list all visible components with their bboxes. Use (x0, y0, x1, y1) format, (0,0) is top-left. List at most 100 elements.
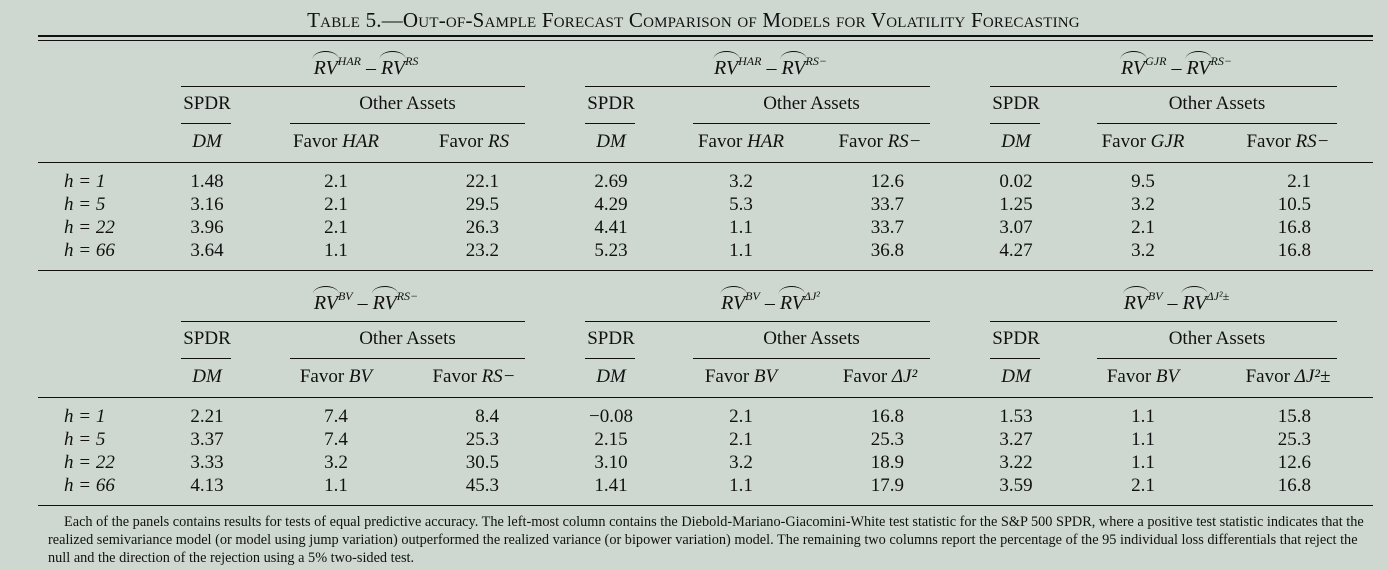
favor-b-model: RS− (887, 131, 922, 152)
favor-a-model: HAR (747, 131, 785, 152)
spdr-header: SPDR (992, 328, 1040, 349)
spdr-header: SPDR (992, 93, 1040, 114)
favor-a-value: 2.1 (324, 171, 348, 192)
horizon-label: h = 5 (64, 194, 106, 215)
favor-b-value: 25.3 (1277, 429, 1311, 450)
table-title: Table 5.—Out-of-Sample Forecast Comparis… (0, 8, 1387, 33)
dm-value: 3.96 (190, 217, 224, 238)
spdr-header: SPDR (183, 328, 231, 349)
favor-a-value: 7.4 (324, 429, 348, 450)
dm-header: DM (1001, 131, 1031, 152)
favor-b-value: 25.3 (870, 429, 904, 450)
left-model-sup: HAR (337, 54, 361, 68)
left-model-sup: GJR (1145, 54, 1167, 68)
favor-b-model: RS− (481, 366, 516, 387)
favor-word: Favor (838, 131, 883, 152)
favor-a-value: 7.4 (324, 406, 348, 427)
comparison-underline (181, 86, 525, 87)
other-assets-underline (290, 123, 525, 124)
comparison-header: RVBV – RVΔJ² (720, 286, 820, 314)
spdr-underline (990, 358, 1040, 359)
favor-b-model: ΔJ² (891, 366, 918, 387)
favor-b-model: RS− (1295, 131, 1330, 152)
dm-value: 4.29 (594, 194, 628, 215)
favor-b-header: Favor ΔJ²± (1246, 366, 1331, 388)
left-model: RV (1122, 286, 1149, 314)
dm-value: 1.25 (999, 194, 1033, 215)
favor-a-value: 3.2 (729, 171, 753, 192)
other-assets-underline (1097, 123, 1337, 124)
favor-b-value: 33.7 (870, 217, 904, 238)
right-model: RV (1185, 51, 1212, 79)
favor-a-value: 5.3 (729, 194, 753, 215)
favor-b-value: 36.8 (870, 240, 904, 261)
favor-b-value: 16.8 (1277, 240, 1311, 261)
favor-a-value: 9.5 (1131, 171, 1155, 192)
favor-b-value: 16.8 (1277, 475, 1311, 496)
other-assets-underline (1097, 358, 1337, 359)
favor-b-value: 18.9 (870, 452, 904, 473)
horizon-label: h = 5 (64, 429, 106, 450)
comparison-header: RVBV – RVΔJ²± (1122, 286, 1230, 314)
right-model: RV (1181, 286, 1208, 314)
favor-word: Favor (842, 366, 888, 387)
favor-b-value: 16.8 (1277, 217, 1311, 238)
favor-a-value: 1.1 (324, 240, 348, 261)
favor-a-model: BV (753, 366, 778, 387)
other-assets-header: Other Assets (1168, 93, 1266, 114)
favor-b-header: Favor RS− (838, 131, 921, 153)
dm-value: 4.27 (999, 240, 1033, 261)
favor-b-header: Favor ΔJ² (843, 366, 917, 388)
right-model-sup: ΔJ² (803, 289, 820, 303)
table-note: Each of the panels contains results for … (48, 514, 1364, 566)
spdr-underline (585, 358, 635, 359)
spdr-underline (990, 123, 1040, 124)
left-model: RV (1120, 51, 1147, 79)
favor-a-value: 1.1 (729, 475, 753, 496)
dm-value: 3.64 (190, 240, 224, 261)
favor-b-header: Favor RS− (432, 366, 515, 388)
right-model-sup: RS− (396, 289, 419, 303)
dm-value: −0.08 (589, 406, 633, 427)
dm-header: DM (192, 366, 222, 387)
spdr-header: SPDR (587, 328, 635, 349)
horizon-label: h = 22 (64, 217, 115, 238)
left-model-sup: BV (337, 289, 353, 303)
other-assets-header: Other Assets (359, 328, 456, 349)
favor-a-value: 3.2 (1131, 240, 1155, 261)
dm-value: 1.41 (594, 475, 628, 496)
dm-value: 4.41 (594, 217, 628, 238)
dm-value: 4.13 (190, 475, 224, 496)
favor-b-value: 25.3 (465, 429, 499, 450)
favor-b-value: 33.7 (870, 194, 904, 215)
favor-b-value: 26.3 (465, 217, 499, 238)
favor-b-value: 15.8 (1277, 406, 1311, 427)
dm-value: 3.27 (999, 429, 1033, 450)
favor-a-model: BV (1155, 366, 1180, 387)
horizon-label: h = 1 (64, 406, 106, 427)
left-model: RV (713, 51, 740, 79)
favor-a-value: 1.1 (1131, 452, 1155, 473)
comparison-underline (990, 321, 1337, 322)
dm-header: DM (1001, 366, 1031, 387)
favor-b-value: 22.1 (465, 171, 499, 192)
favor-a-value: 2.1 (1131, 217, 1155, 238)
dm-value: 2.69 (594, 171, 628, 192)
favor-word: Favor (1245, 366, 1290, 387)
right-model: RV (780, 51, 807, 79)
other-assets-header: Other Assets (1168, 328, 1266, 349)
favor-a-value: 2.1 (324, 217, 348, 238)
header-body-rule (38, 162, 1373, 163)
spdr-underline (585, 123, 635, 124)
comparison-underline (585, 86, 930, 87)
favor-word: Favor (299, 366, 345, 387)
bottom-rule (38, 505, 1373, 506)
left-model-sup: BV (1147, 289, 1163, 303)
favor-b-value: 30.5 (465, 452, 499, 473)
favor-a-model: GJR (1150, 131, 1185, 152)
other-assets-underline (693, 358, 930, 359)
right-model-sup: RS (405, 54, 419, 68)
left-model: RV (720, 286, 747, 314)
favor-b-value: 45.3 (465, 475, 499, 496)
favor-b-model: RS (487, 131, 510, 152)
